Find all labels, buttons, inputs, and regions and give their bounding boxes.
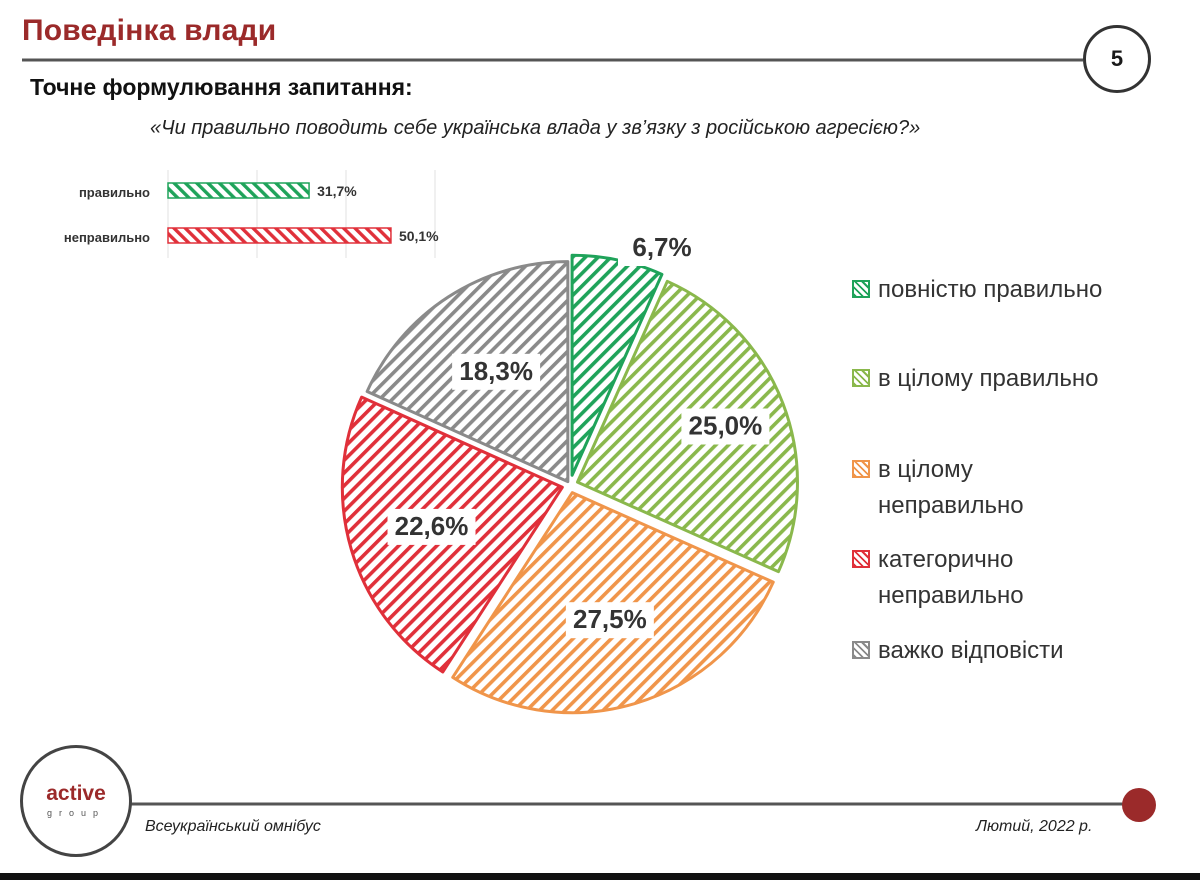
subtitle: Точне формулювання запитання: [30,74,413,100]
pie-label-bg [565,602,654,639]
page-number: 5 [1110,46,1124,71]
logo-word: active [46,782,106,805]
legend-item: в цілому правильно [852,361,1099,397]
legend-item: важко відповісти [852,633,1064,669]
legend-label: повністю правильно [878,276,1103,303]
pie-label-bg [452,353,541,390]
legend-item: в цілому неправильно [852,452,1072,524]
pie-label-bg [681,408,770,445]
survey-name: Всеукраїнський омнібус [145,818,321,835]
legend-label: категорично неправильно [878,546,1024,609]
footer-dot [1122,788,1156,822]
footer-rule [130,802,1125,806]
legend-swatch [852,641,870,659]
pie-value-label: 27,5% [573,604,647,634]
bar-value-label: 50,1% [399,228,439,244]
pie-label-bg [387,508,476,545]
page-number-badge: 5 [1083,25,1151,93]
active-group-logo: active group [20,745,132,857]
question-text: «Чи правильно поводить себе українська в… [150,117,921,139]
header-rule [22,58,1083,62]
pie-value-label: 18,3% [459,356,533,386]
legend-label: в цілому неправильно [878,456,1024,519]
bar-chart: правильно неправильно 31,7% 50,1% [64,170,439,258]
bar-category-label: правильно [79,185,150,200]
legend-swatch [852,280,870,298]
legend-item: повністю правильно [852,272,1102,308]
chart-canvas: правильно неправильно 31,7% 50,1% 6,7% 2… [64,170,799,715]
legend-label: в цілому правильно [878,365,1099,392]
legend-label: важко відповісти [878,637,1064,664]
bar-value-label: 31,7% [317,183,357,199]
bar-category-label: неправильно [64,230,150,245]
survey-date: Лютий, 2022 р. [976,818,1093,835]
pie-value-label: 6,7% [632,232,691,262]
logo-subword: group [46,808,106,818]
pie-chart: 6,7% 25,0% 27,5% 22,6% 18,3% [340,230,799,715]
legend-swatch [852,550,870,568]
bar-mark [167,182,310,199]
page-title: Поведінка влади [22,14,277,47]
pie-value-label: 25,0% [689,411,763,441]
legend-swatch [852,460,870,478]
legend-item: категорично неправильно [852,542,1072,614]
pie-value-label: 22,6% [395,511,469,541]
bottom-border [0,873,1200,880]
bar-mark [167,227,392,244]
legend-swatch [852,369,870,387]
pie-label-bg [618,230,706,266]
